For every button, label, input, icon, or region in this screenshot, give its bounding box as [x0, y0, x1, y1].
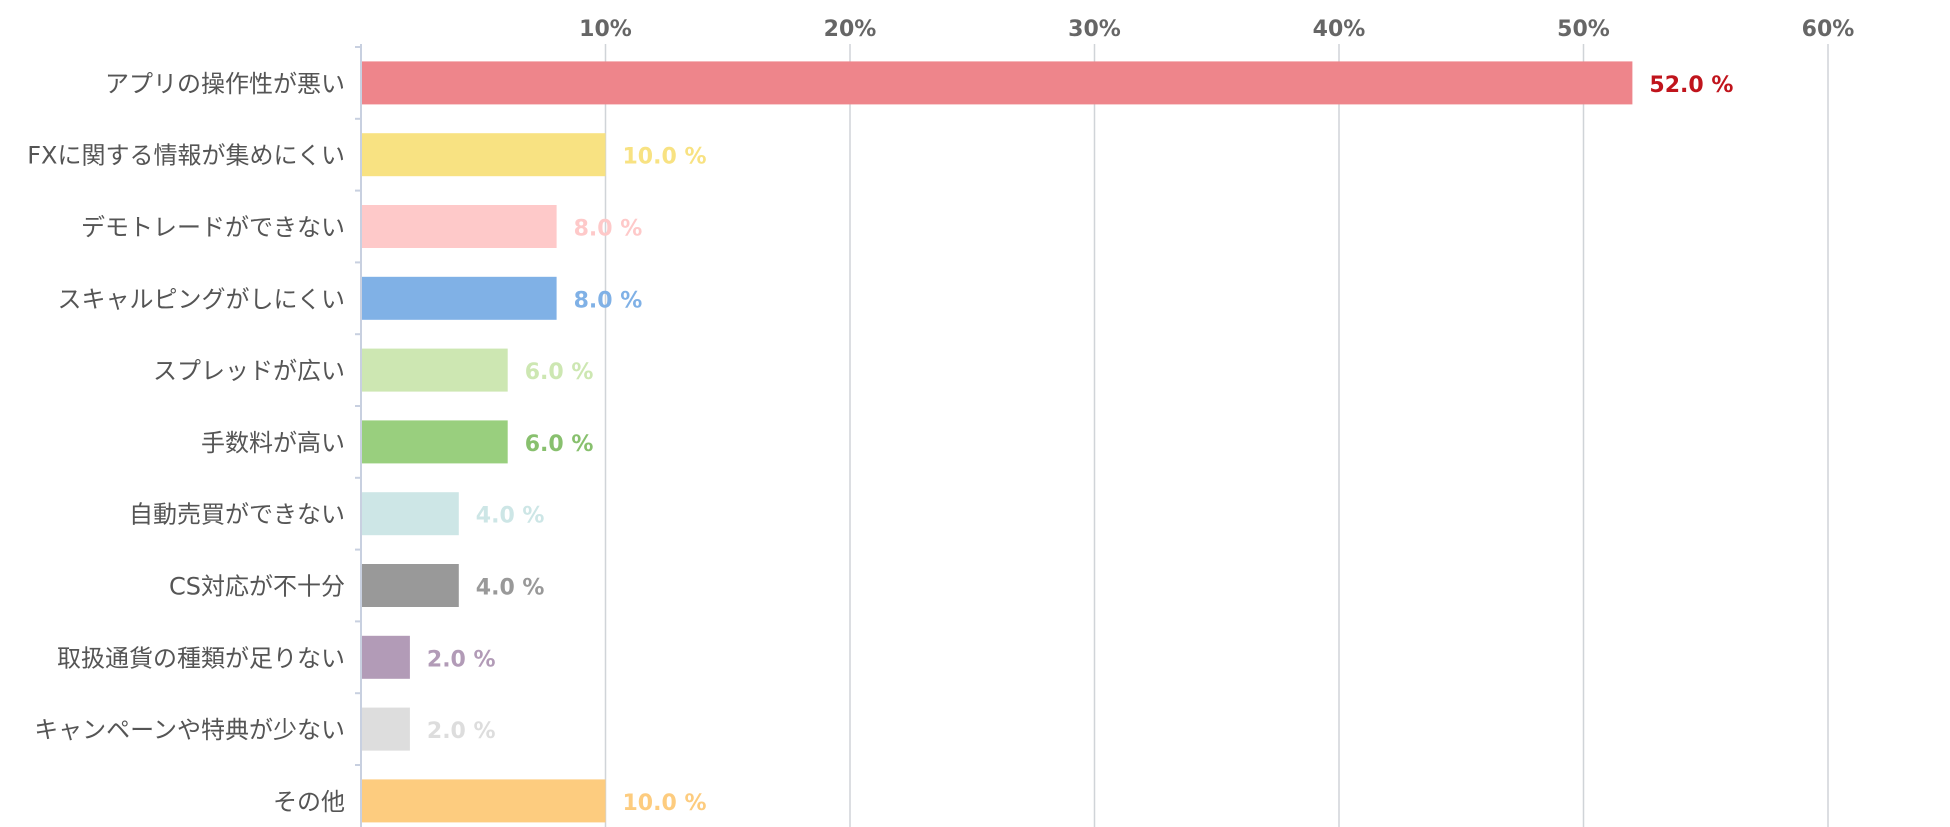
category-labels: アプリの操作性が悪い FXに関する情報が集めにくいデモトレードができないスキャルピ…	[27, 70, 345, 816]
category-label: スプレッドが広い	[153, 357, 345, 385]
value-label: 2.0 %	[427, 719, 496, 744]
category-label: キャンペーンや特典が少ない	[34, 716, 345, 744]
x-tick-label: 50%	[1557, 17, 1610, 42]
x-tick-label: 30%	[1068, 17, 1121, 42]
bar	[362, 635, 410, 679]
bar	[362, 205, 557, 248]
category-label: 自動売買ができない	[129, 501, 345, 529]
grid-lines	[604, 44, 1829, 827]
category-label: CS対応が不十分	[169, 573, 345, 601]
value-labels: 52.0 % 10.0 % 8.0 % 8.0 % 6.0 % 6.0 % 4.0 % 4.0…	[427, 73, 1733, 816]
bar	[362, 133, 606, 177]
bar	[362, 779, 606, 823]
category-label: その他	[273, 788, 345, 816]
value-label: 6.0 %	[525, 432, 594, 457]
value-label: 8.0 %	[574, 288, 643, 313]
y-axis	[355, 44, 362, 827]
x-tick-label: 20%	[824, 17, 877, 42]
bar	[362, 564, 459, 607]
bar	[362, 276, 557, 320]
bars	[362, 61, 1633, 823]
category-label: デモトレードができない	[81, 214, 345, 242]
category-label: アプリの操作性が悪い	[105, 70, 345, 98]
value-label: 8.0 %	[574, 217, 643, 242]
category-label: スキャルピングがしにくい	[57, 285, 345, 313]
x-tick-label: 40%	[1313, 17, 1366, 42]
value-label: 10.0 %	[623, 145, 707, 170]
value-label: 2.0 %	[427, 647, 496, 672]
category-label: 取扱通貨の種類が足りない	[57, 644, 345, 672]
category-label: FXに関する情報が集めにくい	[27, 142, 345, 170]
x-axis-ticks: 10% 20% 30% 40% 50% 60%	[579, 17, 1854, 42]
bar	[362, 348, 508, 392]
value-label: 10.0 %	[623, 791, 707, 816]
x-tick-label: 60%	[1802, 17, 1855, 42]
x-tick-label: 10%	[579, 17, 632, 42]
bar	[362, 492, 459, 536]
category-label: 手数料が高い	[201, 429, 345, 457]
value-label: 4.0 %	[476, 576, 545, 601]
bar	[362, 707, 410, 751]
value-label: 4.0 %	[476, 504, 545, 529]
bar	[362, 61, 1633, 105]
value-label: 6.0 %	[525, 360, 594, 385]
value-label: 52.0 %	[1649, 73, 1733, 98]
bar	[362, 420, 508, 464]
